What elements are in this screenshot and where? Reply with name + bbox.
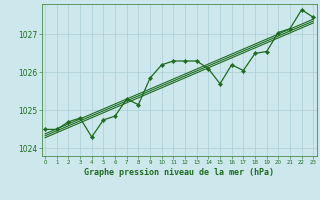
X-axis label: Graphe pression niveau de la mer (hPa): Graphe pression niveau de la mer (hPa) bbox=[84, 168, 274, 177]
